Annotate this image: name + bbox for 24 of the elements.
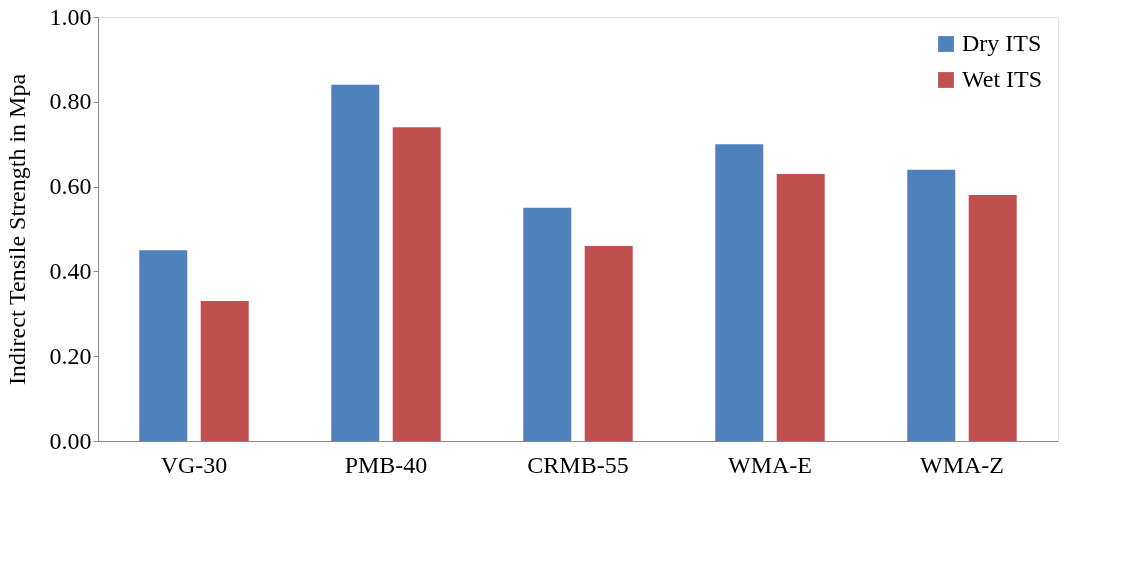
- bar: [776, 173, 825, 441]
- y-tick-label: 0.40: [49, 257, 92, 284]
- x-tick-label: PMB-40: [344, 451, 428, 478]
- bar: [392, 127, 441, 441]
- x-tick-label: WMA-E: [728, 451, 812, 478]
- x-tick-label: WMA-Z: [920, 451, 1004, 478]
- bar: [968, 195, 1017, 441]
- bar: [139, 250, 188, 441]
- bar: [331, 84, 380, 441]
- bar: [907, 169, 956, 441]
- bar: [200, 301, 249, 441]
- legend-label: Wet ITS: [962, 66, 1043, 92]
- bar: [584, 245, 633, 441]
- y-tick-label: 0.60: [49, 173, 92, 200]
- y-tick-label: 0.20: [49, 342, 92, 369]
- y-tick-label: 1.00: [49, 3, 92, 30]
- y-tick-label: 0.80: [49, 88, 92, 115]
- bar: [715, 144, 764, 441]
- y-tick-label: 0.00: [49, 427, 92, 454]
- y-axis-title: Indirect Tensile Strength in Mpa: [3, 73, 30, 386]
- bar: [523, 207, 572, 441]
- x-tick-label: VG-30: [160, 451, 228, 478]
- legend-label: Dry ITS: [962, 30, 1042, 56]
- x-tick-label: CRMB-55: [527, 451, 629, 478]
